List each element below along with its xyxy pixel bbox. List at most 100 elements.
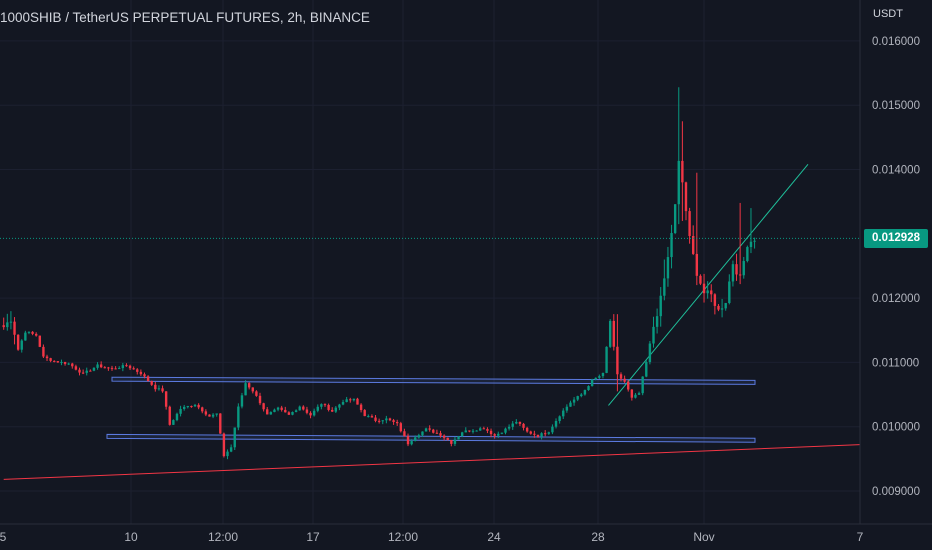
candle-body xyxy=(27,331,31,333)
candle-body xyxy=(345,399,348,403)
candle-body xyxy=(424,428,428,432)
candle-body xyxy=(359,404,363,411)
candle-body xyxy=(435,432,439,434)
price-scale[interactable]: 0.016000 0.015000 0.014000 0.012000 0.011000… xyxy=(872,36,920,498)
candle-body xyxy=(312,410,316,416)
channel-upper-box xyxy=(111,376,756,385)
candle-body xyxy=(471,430,475,432)
candle-body xyxy=(460,432,464,437)
candle-body xyxy=(85,370,88,373)
candle-body xyxy=(363,410,366,417)
candle-body xyxy=(53,360,56,362)
candle-body xyxy=(222,433,226,457)
candle-body xyxy=(580,394,583,397)
candle-body xyxy=(381,420,384,422)
candle-body xyxy=(157,388,161,390)
candle-body xyxy=(103,367,106,369)
candle-body xyxy=(558,416,561,421)
candle-body xyxy=(681,160,684,183)
candle-body xyxy=(475,430,478,432)
candle-body xyxy=(128,365,132,369)
time-scale[interactable]: 5 10 12:00 17 12:00 24 28 Nov 7 xyxy=(0,530,864,544)
candle-body xyxy=(713,294,717,306)
x-tick-label: 7 xyxy=(857,530,864,544)
candle-body xyxy=(186,406,190,408)
candle-body xyxy=(2,325,5,328)
candle-body xyxy=(562,410,565,417)
candle-body xyxy=(168,406,171,425)
candle-body xyxy=(229,447,233,452)
candle-body xyxy=(652,326,655,344)
candle-body xyxy=(107,367,110,369)
candle-body xyxy=(150,381,153,385)
candle-body xyxy=(641,376,644,394)
candle-body xyxy=(587,386,590,391)
candle-body xyxy=(63,361,67,364)
candle-body xyxy=(403,431,406,437)
candle-body xyxy=(576,396,579,400)
candle-body xyxy=(699,275,702,284)
candle-body xyxy=(590,379,594,387)
candle-body xyxy=(742,261,745,276)
candle-body xyxy=(525,427,529,432)
candle-body xyxy=(226,451,229,457)
candle-body xyxy=(154,384,157,390)
candle-body xyxy=(251,387,254,392)
candle-body xyxy=(695,253,699,276)
candle-body xyxy=(374,417,377,421)
candle-body xyxy=(735,264,738,275)
y-tick-label: 0.015000 xyxy=(872,100,920,112)
candle-body xyxy=(146,376,150,382)
candle-body xyxy=(464,430,467,433)
candle-body xyxy=(710,290,713,295)
candle-body xyxy=(753,240,756,242)
x-tick-label: Nov xyxy=(693,530,714,544)
candle-body xyxy=(13,321,16,335)
candle-body xyxy=(190,406,193,408)
candle-body xyxy=(74,366,78,370)
candle-body xyxy=(349,399,352,401)
candle-body xyxy=(338,404,341,408)
candle-body xyxy=(16,334,20,350)
candle-body xyxy=(572,399,576,403)
candle-body xyxy=(276,407,280,410)
candle-body xyxy=(728,281,731,303)
candle-body xyxy=(172,420,175,425)
candle-body xyxy=(143,374,146,377)
candle-body xyxy=(258,395,262,404)
candle-body xyxy=(244,383,247,396)
candle-body xyxy=(309,412,312,416)
y-tick-label: 0.016000 xyxy=(872,36,920,48)
candle-body xyxy=(60,361,63,363)
candle-body xyxy=(327,404,330,410)
x-tick-label: 10 xyxy=(124,530,138,544)
candle-body xyxy=(42,346,45,357)
candle-body xyxy=(96,364,99,368)
candle-body xyxy=(666,257,670,279)
x-tick-label: 12:00 xyxy=(388,530,418,544)
candle-body xyxy=(565,406,569,411)
candle-body xyxy=(179,408,182,414)
candle-body xyxy=(399,423,402,432)
candle-body xyxy=(136,369,139,372)
candle-body xyxy=(706,290,709,294)
candle-body xyxy=(197,404,200,408)
candle-body xyxy=(663,278,666,296)
candle-body xyxy=(204,411,208,415)
candle-body xyxy=(442,435,446,438)
candle-body xyxy=(334,407,338,412)
candle-body xyxy=(110,367,114,369)
candle-body xyxy=(551,426,554,433)
candle-body xyxy=(515,421,518,424)
candle-body xyxy=(233,427,236,448)
candle-body xyxy=(489,430,493,435)
candle-body xyxy=(583,390,587,395)
candle-body xyxy=(616,346,619,375)
candle-body xyxy=(486,429,489,431)
candle-body xyxy=(132,368,135,370)
candle-body xyxy=(24,332,27,341)
candle-body xyxy=(118,368,121,370)
candle-body xyxy=(659,295,662,317)
x-tick-label: 12:00 xyxy=(208,530,238,544)
